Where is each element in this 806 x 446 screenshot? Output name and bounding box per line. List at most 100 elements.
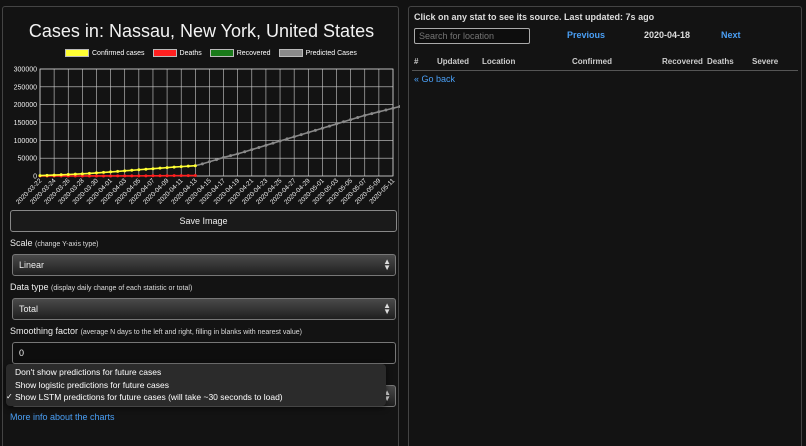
y-tick-label: 100000 <box>14 138 37 145</box>
predicted-cases-point <box>327 124 331 128</box>
predicted-cases-point <box>391 106 395 110</box>
y-tick-label: 300000 <box>14 67 37 74</box>
predicted-cases-point <box>250 148 254 152</box>
column-header-updated[interactable]: Updated <box>437 57 469 66</box>
predicted-cases-point <box>342 120 346 124</box>
column-header-location[interactable]: Location <box>482 57 516 66</box>
legend-label-recovered: Recovered <box>236 49 271 57</box>
predicted-cases-point <box>243 150 247 154</box>
deaths-point <box>130 174 134 178</box>
confirmed-cases-point <box>116 169 120 173</box>
confirmed-cases-point <box>137 168 141 172</box>
confirmed-cases-point <box>179 165 183 169</box>
scale-hint: (change Y-axis type) <box>35 241 99 248</box>
y-tick-label: 0 <box>33 174 37 181</box>
confirmed-cases-point <box>158 166 162 170</box>
cases-line-chart: 0500001000001500002000002500003000002020… <box>14 67 400 206</box>
legend-item-deaths[interactable]: Deaths <box>152 49 202 57</box>
column-header-severe[interactable]: Severe <box>752 57 779 66</box>
predicted-cases-point <box>278 139 282 143</box>
smoothing-label-text: Smoothing factor <box>10 326 79 336</box>
deaths-point <box>179 174 183 178</box>
confirmed-cases-point <box>109 170 113 174</box>
predicted-cases-point <box>257 145 261 149</box>
plot-border <box>39 68 394 177</box>
confirmed-cases-point <box>165 166 169 170</box>
dropdown-option-lstm[interactable]: Show LSTM predictions for future cases (… <box>6 391 386 404</box>
scale-label: Scale (change Y-axis type) <box>10 238 98 248</box>
stats-table-header: # Updated Location Confirmed Recovered D… <box>409 55 801 69</box>
confirmed-cases-point <box>130 168 134 172</box>
chart-legend: Confirmed cases Deaths Recovered Predict… <box>65 49 357 57</box>
predicted-cases-point <box>370 112 374 116</box>
deaths-point <box>102 174 106 178</box>
data-type-select[interactable]: Total ▲ ▼ <box>12 298 396 320</box>
confirmed-cases-point <box>87 171 91 175</box>
legend-swatch-recovered <box>209 49 234 57</box>
stats-panel: Click on any stat to see its source. Las… <box>408 6 802 446</box>
more-info-link[interactable]: More info about the charts <box>10 412 115 422</box>
confirmed-cases-point <box>80 172 84 176</box>
go-back-link[interactable]: « Go back <box>414 74 456 84</box>
predicted-cases-point <box>264 143 268 147</box>
next-date-link[interactable]: Next <box>721 30 741 40</box>
chart-title: Cases in: Nassau, New York, United State… <box>28 21 375 41</box>
predicted-cases-point <box>292 135 296 139</box>
select-arrows-icon: ▲ ▼ <box>383 257 391 272</box>
deaths-point <box>186 174 190 178</box>
predicted-cases-point <box>313 128 317 132</box>
scale-select[interactable]: Linear ▲ ▼ <box>12 254 396 276</box>
deaths-point <box>151 174 155 178</box>
legend-item-confirmed[interactable]: Confirmed cases <box>65 49 145 57</box>
dropdown-option-logistic[interactable]: Show logistic predictions for future cas… <box>15 379 170 390</box>
scale-label-text: Scale <box>10 238 33 248</box>
save-image-button[interactable]: Save Image <box>10 210 397 232</box>
predicted-cases-point <box>285 137 289 141</box>
column-header-deaths[interactable]: Deaths <box>707 57 734 66</box>
dropdown-option-none[interactable]: Don't show predictions for future cases <box>15 367 162 377</box>
predicted-cases-point <box>320 126 324 130</box>
column-header-number[interactable]: # <box>414 57 419 66</box>
y-tick-label: 200000 <box>14 102 37 109</box>
predicted-cases-point <box>229 154 233 158</box>
confirmed-cases-point <box>73 172 77 176</box>
predicted-cases-point <box>384 108 388 112</box>
predicted-cases-point <box>200 162 204 166</box>
column-header-recovered[interactable]: Recovered <box>662 57 703 66</box>
legend-item-recovered[interactable]: Recovered <box>209 49 271 57</box>
confirmed-cases-point <box>193 164 197 168</box>
predicted-cases-point <box>363 113 367 117</box>
confirmed-cases-point <box>52 173 56 177</box>
predicted-cases-point <box>236 152 240 156</box>
confirmed-cases-point <box>144 167 148 171</box>
legend-label-confirmed: Confirmed cases <box>92 49 145 57</box>
confirmed-cases-point <box>151 167 155 171</box>
predicted-cases-point <box>222 155 226 159</box>
confirmed-cases-point <box>123 169 127 173</box>
confirmed-cases-point <box>186 164 190 168</box>
column-header-confirmed[interactable]: Confirmed <box>572 57 612 66</box>
data-type-label: Data type (display daily change of each … <box>10 282 192 292</box>
predicted-cases-point <box>299 133 303 137</box>
deaths-point <box>144 174 148 178</box>
legend-item-predicted[interactable]: Predicted Cases <box>278 49 357 57</box>
data-type-select-value: Total <box>19 304 39 314</box>
scale-select-value: Linear <box>19 260 45 270</box>
previous-date-link[interactable]: Previous <box>567 30 606 40</box>
predicted-cases-point <box>349 118 353 122</box>
current-date: 2020-04-18 <box>644 30 691 40</box>
confirmed-cases-point <box>38 174 42 178</box>
predicted-cases-point <box>356 116 360 120</box>
y-tick-label: 250000 <box>14 84 37 91</box>
data-type-label-text: Data type <box>10 282 49 292</box>
predicted-cases-point <box>271 141 275 145</box>
smoothing-input[interactable]: 0 <box>12 342 396 364</box>
deaths-point <box>109 174 113 178</box>
predicted-cases-point <box>306 130 310 134</box>
confirmed-cases-point <box>102 170 106 174</box>
search-location-input[interactable] <box>414 28 530 44</box>
predicted-cases-point <box>207 160 211 164</box>
deaths-point <box>116 174 120 178</box>
predicted-cases-point <box>398 104 400 108</box>
select-arrows-icon: ▲ ▼ <box>383 301 391 316</box>
